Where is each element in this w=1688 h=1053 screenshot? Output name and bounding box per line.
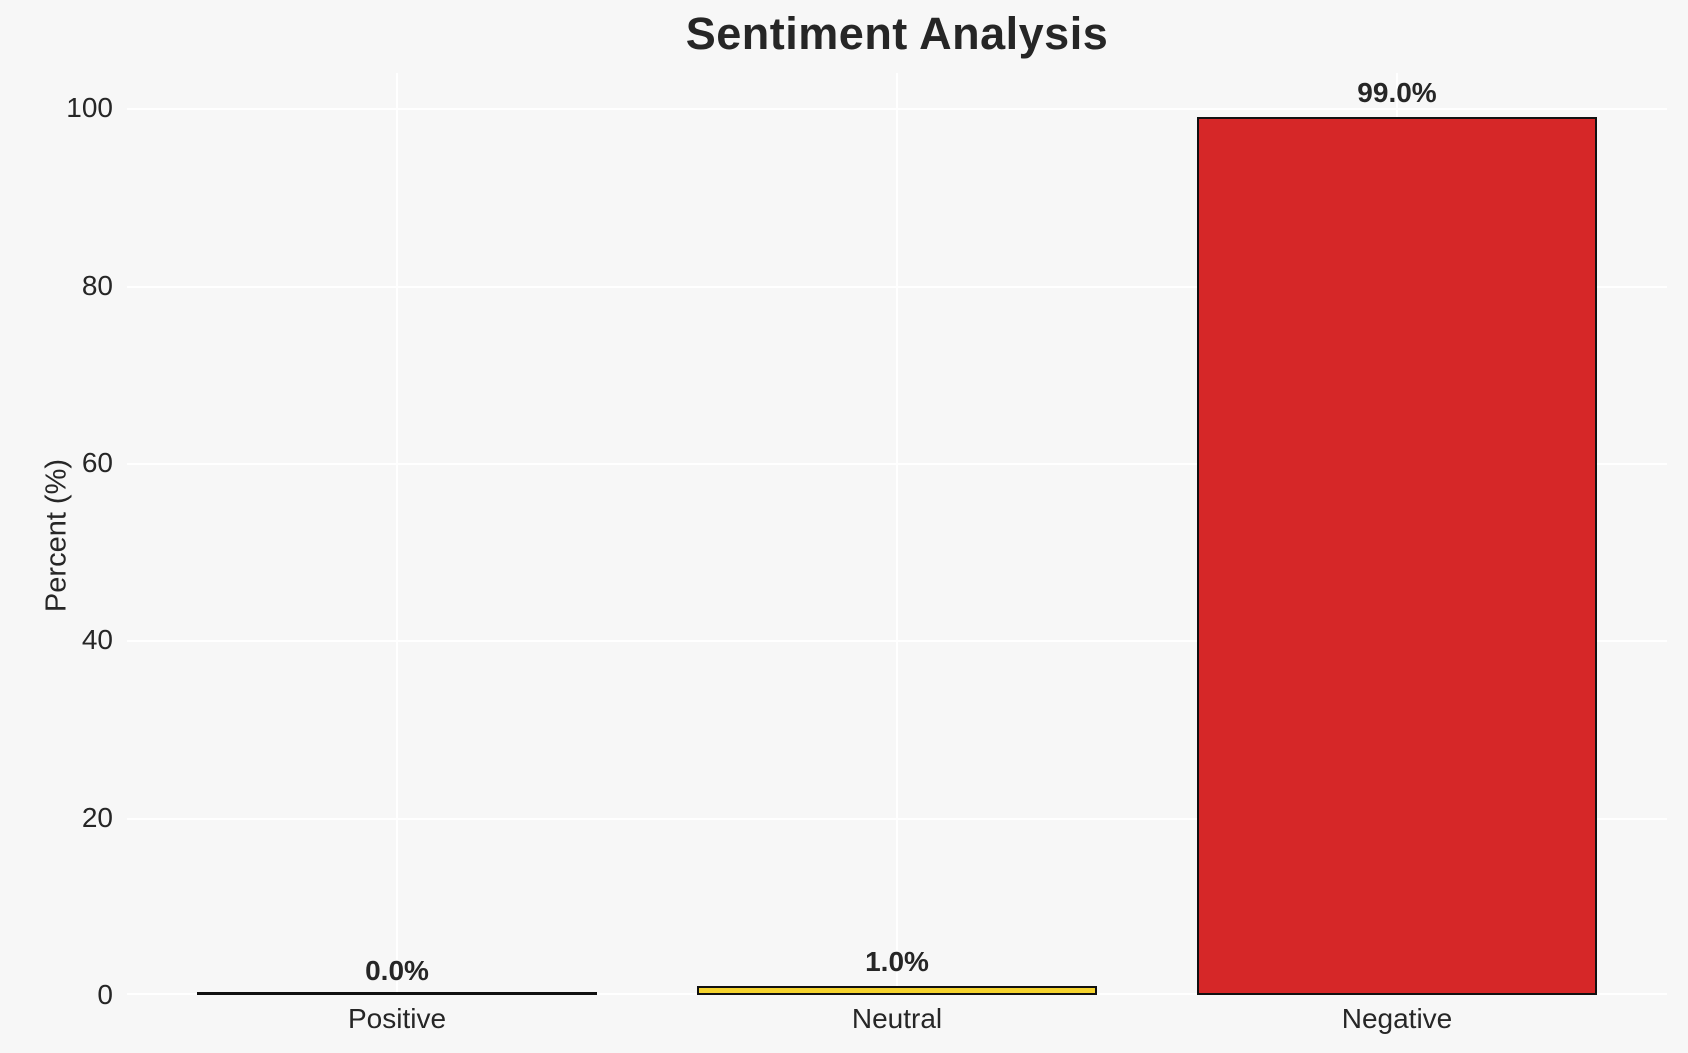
value-label-positive: 0.0%	[365, 955, 429, 986]
x-tick-label-positive: Positive	[347, 1003, 447, 1034]
y-tick-label-20: 20	[81, 801, 113, 833]
value-label-neutral: 1.0%	[865, 946, 929, 978]
v-gridline-positive	[396, 73, 398, 995]
v-gridline-neutral	[896, 73, 898, 995]
bar-positive	[197, 992, 597, 995]
bar-neutral	[697, 986, 1097, 995]
x-tick-label-neutral: Neutral	[851, 1003, 943, 1034]
y-tick-label-100: 100	[66, 92, 113, 124]
y-tick-label-0: 0	[97, 979, 113, 1010]
y-tick-label-80: 80	[81, 269, 113, 301]
chart-title: Sentiment Analysis	[685, 8, 1109, 59]
y-tick-label-60: 60	[81, 447, 113, 479]
y-tick-label-40: 40	[81, 624, 113, 656]
value-label-negative: 99.0%	[1357, 77, 1437, 109]
bar-negative	[1197, 117, 1597, 995]
plot-area	[127, 73, 1667, 995]
x-tick-label-negative: Negative	[1341, 1003, 1453, 1034]
